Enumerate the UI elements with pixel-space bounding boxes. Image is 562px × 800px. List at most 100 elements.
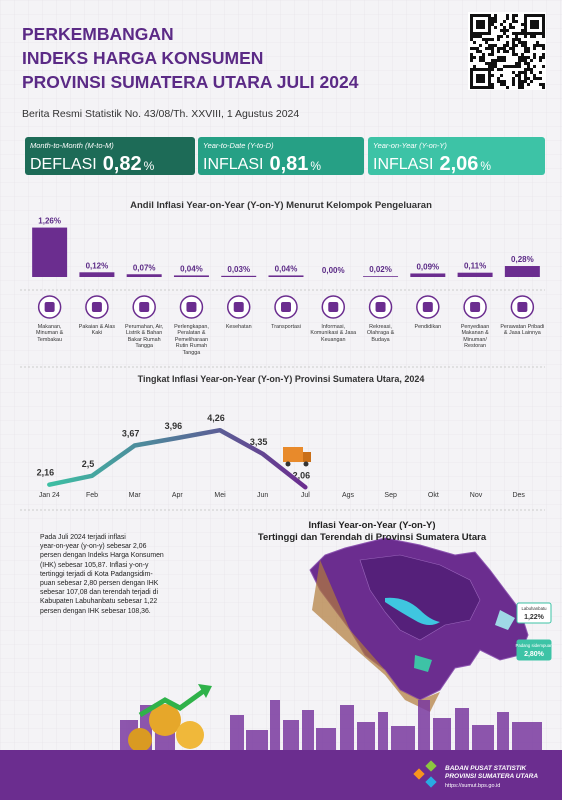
- qr-cell: [527, 47, 530, 50]
- qr-cell: [506, 86, 509, 89]
- qr-cell: [488, 77, 491, 80]
- qr-cell: [488, 71, 491, 74]
- qr-cell: [476, 47, 479, 50]
- bar: [126, 274, 162, 277]
- qr-cell: [491, 62, 494, 65]
- qr-cell: [503, 44, 506, 47]
- qr-cell: [515, 32, 518, 35]
- qr-cell: [530, 68, 533, 71]
- qr-cell: [479, 56, 482, 59]
- map-label-box: [516, 602, 552, 624]
- qr-cell: [515, 14, 518, 17]
- qr-cell: [488, 44, 491, 47]
- x-tick-label: Apr: [172, 492, 184, 499]
- qr-cell: [476, 50, 479, 53]
- qr-cell: [476, 14, 479, 17]
- qr-cell: [542, 44, 545, 47]
- qr-cell: [491, 86, 494, 89]
- map-label-box: [516, 639, 552, 661]
- qr-cell: [536, 32, 539, 35]
- qr-cell: [518, 38, 521, 41]
- qr-cell: [479, 68, 482, 71]
- qr-cell: [503, 50, 506, 53]
- category-label: Makanan, Minuman & Tembakau: [35, 324, 64, 343]
- paragraph-line: sebesar 107,08 dan terendah terjadi di: [40, 589, 158, 597]
- paragraph-line: persen dengan Indeks Harga Konsumen: [40, 552, 164, 560]
- qr-cell: [542, 35, 545, 38]
- x-tick-label: Mar: [129, 492, 142, 499]
- qr-cell: [527, 68, 530, 71]
- qr-cell: [515, 20, 518, 23]
- bar-value-label: 0,12%: [86, 261, 109, 270]
- qr-cell: [479, 59, 482, 62]
- qr-cell: [536, 20, 539, 23]
- x-tick-label: Des: [512, 492, 525, 499]
- category-icon-glyph: [470, 302, 481, 312]
- qr-cell: [482, 38, 485, 41]
- point-label: 3,67: [122, 429, 140, 439]
- qr-cell: [512, 71, 515, 74]
- qr-cell: [485, 68, 488, 71]
- qr-cell: [476, 26, 479, 29]
- qr-cell: [527, 65, 530, 68]
- bar: [504, 266, 540, 277]
- qr-cell: [536, 77, 539, 80]
- category-label: Kesehatan: [225, 324, 252, 330]
- qr-cell: [497, 80, 500, 83]
- qr-cell: [512, 65, 515, 68]
- summary-unit: %: [144, 159, 155, 173]
- qr-cell: [476, 32, 479, 35]
- qr-cell: [479, 74, 482, 77]
- qr-cell: [536, 41, 539, 44]
- qr-cell: [521, 59, 524, 62]
- summary-period: Year-on-Year (Y-on-Y): [373, 141, 447, 150]
- qr-cell: [542, 83, 545, 86]
- qr-cell: [491, 20, 494, 23]
- qr-cell: [491, 17, 494, 20]
- qr-cell: [491, 68, 494, 71]
- qr-cell: [524, 80, 527, 83]
- qr-cell: [473, 68, 476, 71]
- paragraph-line: Pada Juli 2024 terjadi inflasi: [40, 534, 126, 541]
- qr-cell: [512, 26, 515, 29]
- category-label: Transportasi: [271, 324, 301, 330]
- point-label: 3,96: [165, 421, 183, 431]
- qr-cell: [542, 23, 545, 26]
- footer-url: https://sumut.bps.go.id: [445, 783, 500, 789]
- category-icon-glyph: [328, 302, 339, 312]
- qr-cell: [470, 17, 473, 20]
- qr-cell: [473, 86, 476, 89]
- qr-cell: [518, 71, 521, 74]
- qr-cell: [506, 14, 509, 17]
- x-tick-label: Nov: [470, 492, 483, 499]
- qr-cell: [524, 56, 527, 59]
- qr-cell: [485, 62, 488, 65]
- qr-cell: [533, 20, 536, 23]
- qr-cell: [515, 38, 518, 41]
- qr-cell: [515, 35, 518, 38]
- qr-cell: [473, 35, 476, 38]
- qr-cell: [470, 35, 473, 38]
- qr-cell: [482, 68, 485, 71]
- qr-cell: [512, 38, 515, 41]
- summary-period: Year-to-Date (Y-to-D): [203, 141, 274, 150]
- qr-cell: [494, 14, 497, 17]
- qr-cell: [488, 86, 491, 89]
- qr-cell: [470, 83, 473, 86]
- qr-cell: [515, 62, 518, 65]
- truck-icon: [283, 447, 311, 467]
- qr-cell: [521, 29, 524, 32]
- summary-kind: INFLASI: [373, 156, 433, 173]
- qr-cell: [533, 26, 536, 29]
- qr-cell: [542, 32, 545, 35]
- qr-cell: [485, 14, 488, 17]
- x-tick-label: Jun: [257, 492, 268, 499]
- qr-cell: [491, 47, 494, 50]
- subtitle: Berita Resmi Statistik No. 43/08/Th. XXV…: [22, 108, 299, 120]
- qr-cell: [497, 68, 500, 71]
- qr-cell: [518, 41, 521, 44]
- qr-cell: [524, 50, 527, 53]
- qr-cell: [533, 74, 536, 77]
- line-chart-title: Tingkat Inflasi Year-on-Year (Y-on-Y) Pr…: [138, 374, 425, 384]
